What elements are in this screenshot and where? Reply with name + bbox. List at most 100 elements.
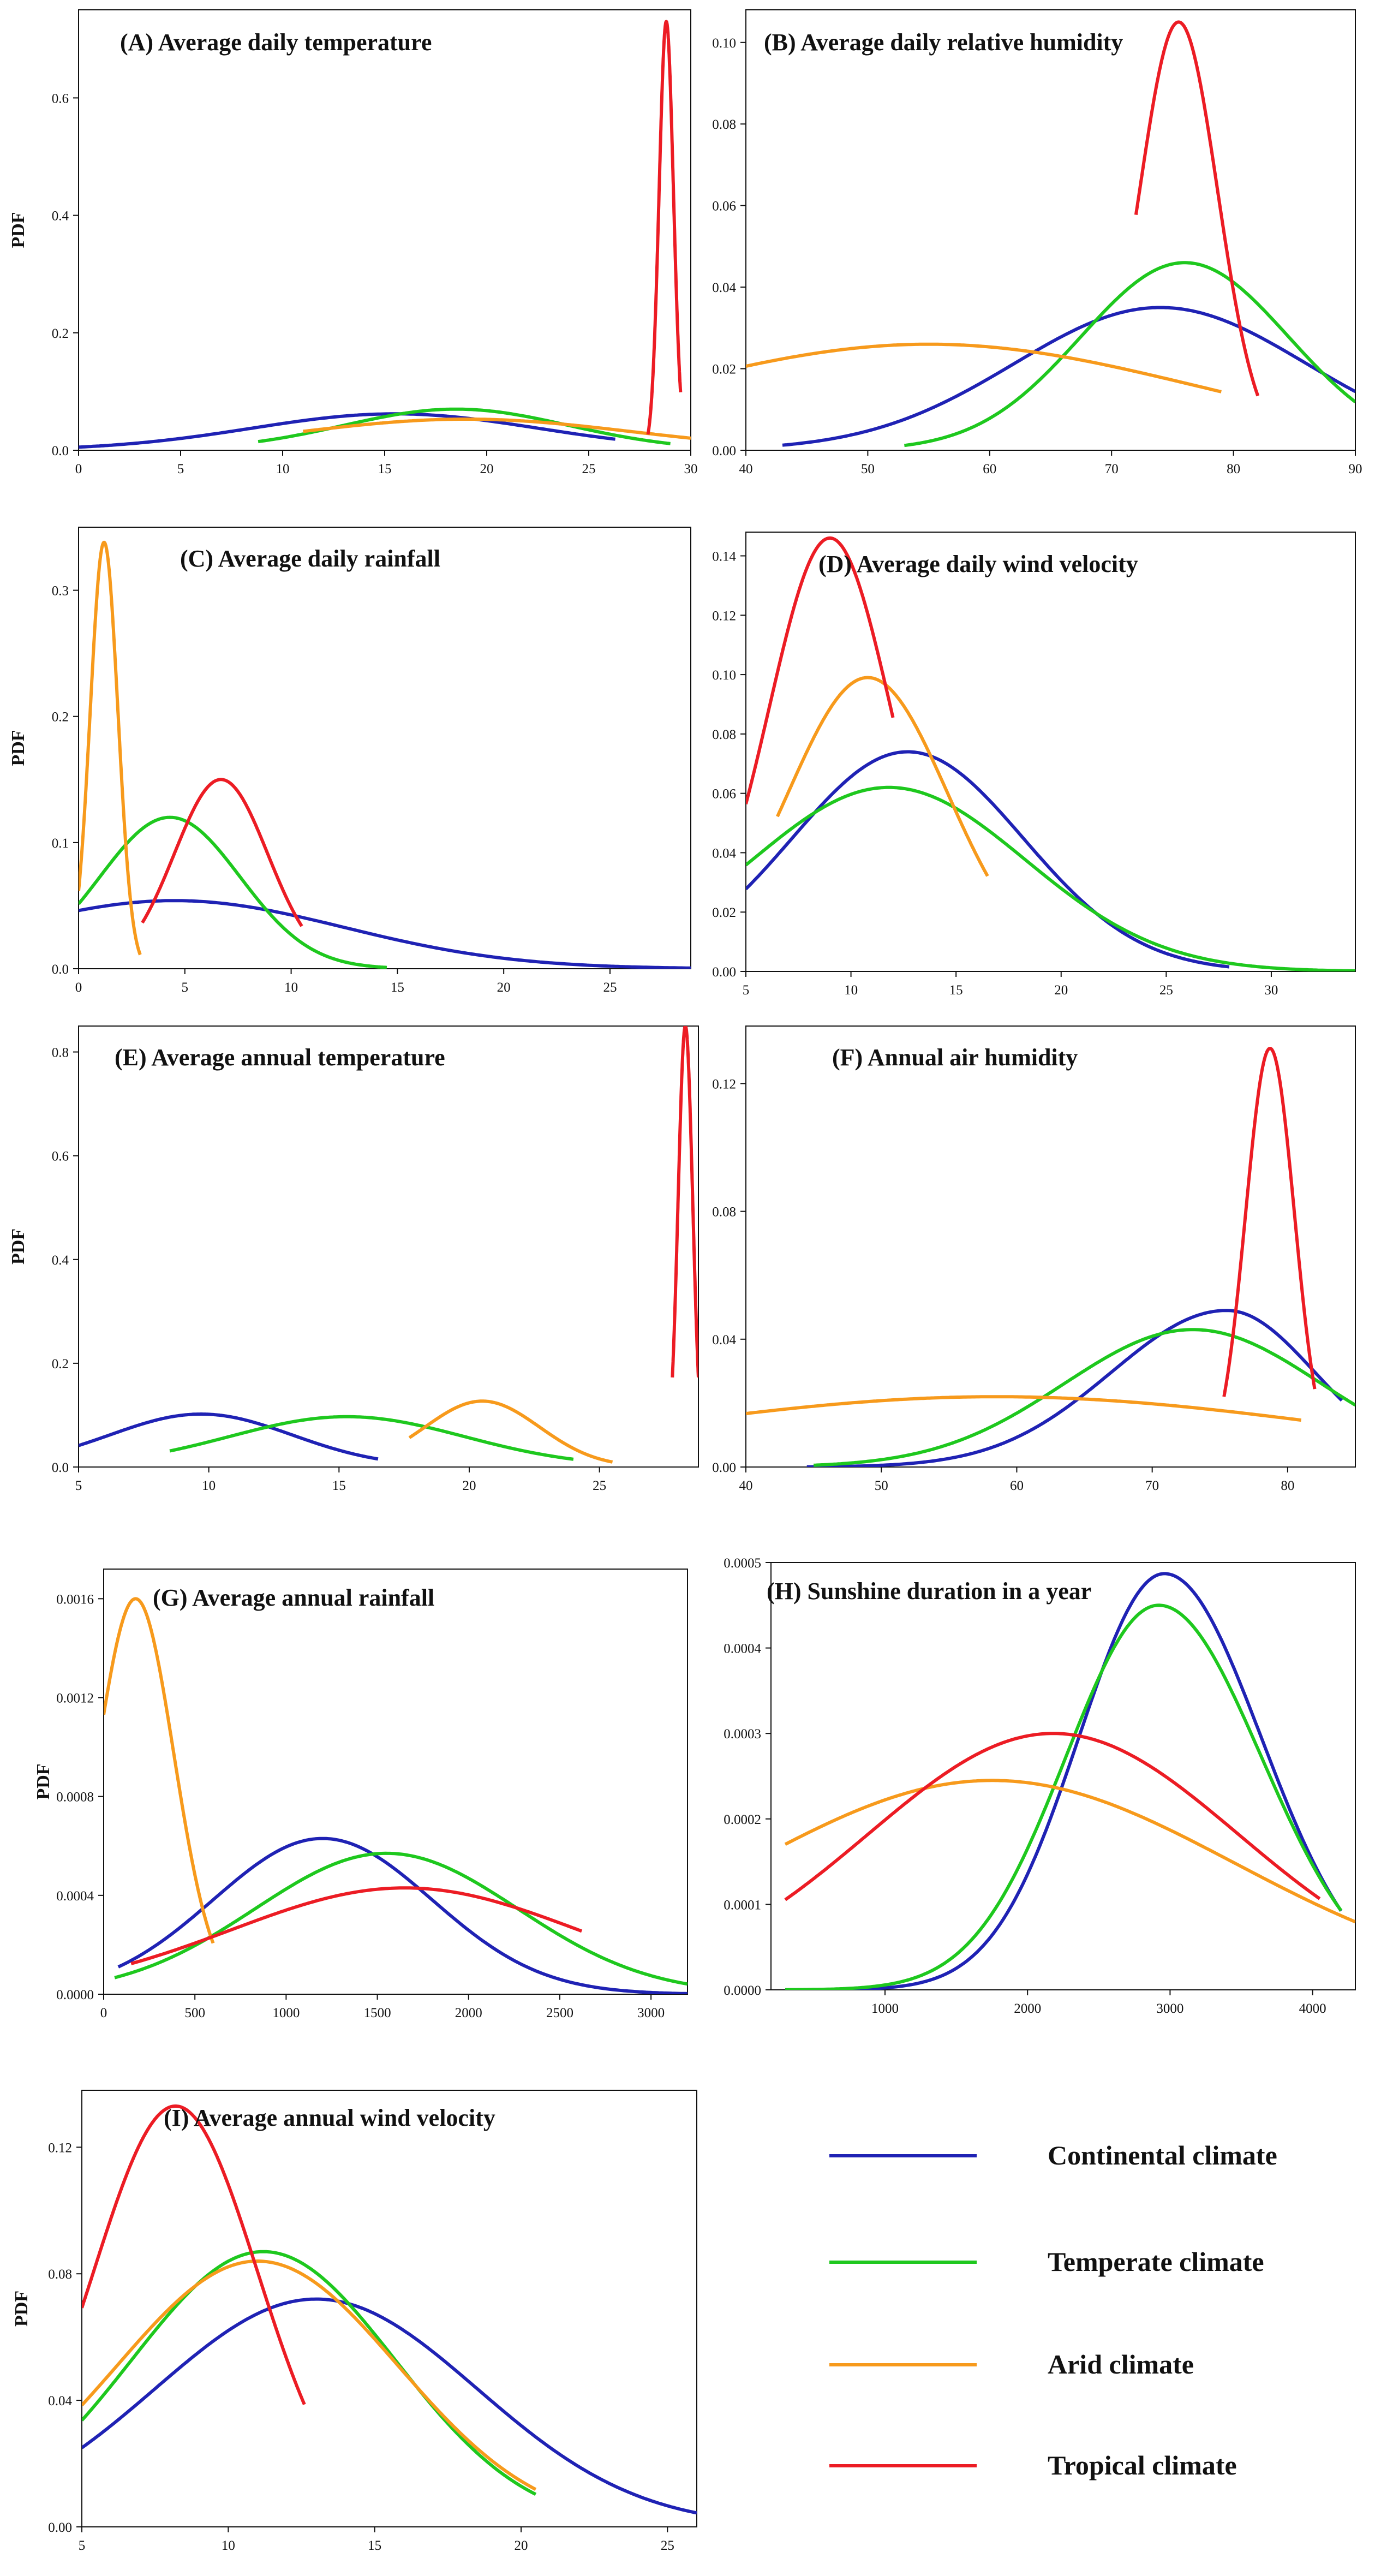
panel-e-series-temperate-climate [169,1415,574,1461]
panel-h-y-tick-label: 0.0005 [724,1556,761,1571]
panel-e-y-tick-label: 0.2 [52,1357,69,1372]
panel-b-x-tick-label: 50 [861,462,875,476]
panel-e-title: (E) Average annual temperature [115,1044,445,1071]
panel-e-y-tick-label: 0.0 [52,1460,69,1475]
panel-i-x-tick-label: 25 [661,2538,674,2553]
panel-d-y-tick-label: 0.00 [712,965,736,980]
panel-d-y-tick-label: 0.10 [712,668,736,683]
panel-f-x-tick-label: 60 [1010,1478,1024,1493]
panel-c-x-tick-label: 25 [603,980,617,995]
panel-b-y-tick-label: 0.00 [712,444,736,458]
panel-a-y-tick-label: 0.6 [52,91,69,106]
legend-label-arid-climate: Arid climate [1048,2349,1194,2380]
panel-e-curves [79,1026,698,1464]
panel-d-series-temperate-climate [746,785,1355,971]
panel-b-x-tick-label: 90 [1349,462,1362,476]
panel-b-x-tick-label: 40 [739,462,753,476]
panel-g-curves [104,1597,687,1994]
panel-e-y-tick-label: 0.8 [52,1046,69,1060]
panel-i-y-tick-label: 0.00 [48,2520,72,2535]
panel-d-x-tick-label: 5 [743,983,750,998]
panel-g-x-tick-label: 1500 [364,2006,391,2020]
panel-b-series-temperate-climate [904,261,1355,448]
panel-g-y-tick-label: 0.0012 [56,1691,94,1706]
panel-a-y-tick-label: 0.2 [52,326,69,341]
panel-d-series-continental-climate [746,750,1230,969]
legend-item-temperate-climate: Temperate climate [829,2246,1264,2277]
panel-c-x-tick-label: 15 [391,980,404,995]
panel-c-title: (C) Average daily rainfall [180,545,440,572]
panel-e-ylabel: PDF [8,1229,28,1265]
panel-c-curves [79,540,691,969]
panel-e-series-continental-climate [79,1412,379,1461]
panel-a-series-continental-climate [79,412,615,449]
panel-d-series-arid-climate [776,676,989,877]
panel-d-title: (D) Average daily wind velocity [818,551,1138,577]
panel-h-y-tick-label: 0.0002 [724,1812,761,1827]
panel-b-y-tick-label: 0.02 [712,362,736,377]
panel-d-frame [745,532,1356,972]
panel-f: 40 50 60 70 80 0.00 0.04 0.08 0.12 (F) Annual air… [712,1025,1356,1493]
panel-a-series-arid-climate [303,418,691,440]
panel-h-x-tick-label: 2000 [1014,2001,1041,2016]
panel-g-series-arid-climate [104,1597,215,1944]
panel-b-curves [746,20,1355,448]
panel-i: 5 10 15 20 25 0.00 0.04 0.08 0.12 PDF (I) Average … [11,2090,697,2553]
panel-a-series-tropical-climate [646,20,683,436]
legend-label-temperate-climate: Temperate climate [1048,2246,1264,2277]
panel-b-y-tick-label: 0.10 [712,36,736,51]
panel-b-x-tick-label: 70 [1105,462,1119,476]
panel-i-title: (I) Average annual wind velocity [164,2104,495,2131]
panel-b-series-continental-climate [782,306,1355,447]
panel-e-x-tick-label: 25 [593,1478,606,1493]
panel-i-y-tick-label: 0.12 [48,2140,72,2155]
panel-g-x-tick-label: 1000 [272,2006,300,2020]
panel-i-curves [82,2104,697,2515]
panel-e-series-tropical-climate [671,1026,698,1378]
panel-a-x-tick-label: 5 [177,462,184,476]
panel-c-y-tick-label: 0.0 [52,962,69,977]
panel-a-ylabel: PDF [8,212,28,248]
panel-b-y-tick-label: 0.08 [712,117,736,132]
panel-a: 0 5 10 15 20 25 30 0.0 0.2 0.4 0.6 PDF (A) Average d… [8,9,698,476]
panel-g-title: (G) Average annual rainfall [153,1584,434,1611]
panel-g-frame [103,1569,688,1995]
panel-a-curves [79,20,691,449]
panel-d-x-tick-label: 15 [949,983,963,998]
panel-h-y-tick-label: 0.0003 [724,1727,761,1742]
panel-d-y-tick-label: 0.12 [712,609,736,623]
panel-i-series-temperate-climate [82,2250,537,2496]
panel-c-x-tick-label: 0 [75,980,82,995]
panel-g-series-continental-climate [117,1836,687,1994]
panel-e-y-tick-label: 0.6 [52,1149,69,1164]
panel-e-x-tick-label: 5 [75,1478,82,1493]
panel-i-ylabel: PDF [11,2291,32,2327]
panel-a-y-tick-label: 0.4 [52,209,69,224]
panel-d-curves [746,536,1355,971]
panel-i-y-tick-label: 0.08 [48,2267,72,2282]
panel-g-y-tick-label: 0.0016 [56,1592,94,1607]
panel-c-series-tropical-climate [141,778,303,927]
panel-i-x-tick-label: 5 [79,2538,86,2553]
panel-c: 0 5 10 15 20 25 0.0 0.1 0.2 0.3 PDF (C) Average dai… [8,527,691,995]
panel-e: 5 10 15 20 25 0.0 0.2 0.4 0.6 0.8 PDF (E) Average a… [8,1025,699,1493]
panel-i-y-tick-label: 0.04 [48,2394,72,2408]
legend-item-arid-climate: Arid climate [829,2349,1194,2380]
panel-h-y-tick-label: 0.0004 [724,1642,761,1656]
panel-i-series-arid-climate [82,2259,537,2491]
panel-h-y-tick-label: 0.0000 [724,1983,761,1998]
legend: Continental climate Temperate climate Arid… [829,2140,1277,2480]
legend-label-tropical-climate: Tropical climate [1048,2450,1237,2480]
panel-h-x-tick-label: 3000 [1156,2001,1183,2016]
panel-a-x-tick-label: 0 [75,462,82,476]
panel-g-y-tick-label: 0.0004 [56,1889,94,1904]
panel-c-x-tick-label: 10 [284,980,298,995]
panel-h-y-tick-label: 0.0001 [724,1898,761,1912]
panel-d-x-tick-label: 30 [1264,983,1278,998]
panel-b-series-tropical-climate [1134,20,1260,397]
panel-f-x-tick-label: 50 [875,1478,888,1493]
panel-h-series-tropical-climate [784,1732,1321,1901]
panel-a-x-tick-label: 10 [276,462,290,476]
panel-e-x-tick-label: 15 [332,1478,346,1493]
panel-b-y-tick-label: 0.06 [712,199,736,214]
